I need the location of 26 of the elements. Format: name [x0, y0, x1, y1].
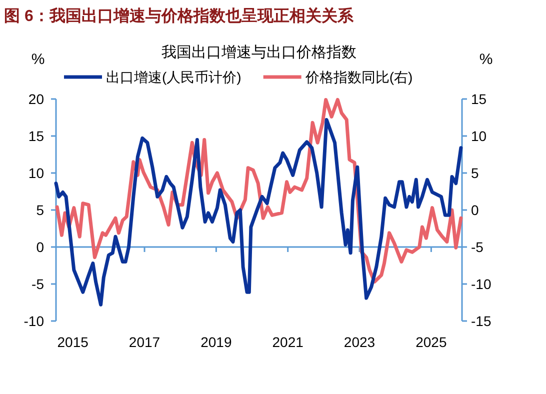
y2-tick-label: -5	[471, 239, 484, 255]
chart-title: 图 6：我国出口增速与价格指数也呈现正相关关系	[4, 7, 354, 25]
y-tick-label: 10	[28, 165, 44, 181]
x-tick-label: 2019	[200, 334, 232, 350]
legend-label: 价格指数同比(右)	[304, 69, 413, 85]
y-tick-label: -10	[24, 313, 44, 329]
y-tick-label: 20	[28, 91, 44, 107]
y-axis-title: %	[31, 51, 45, 68]
x-tick-label: 2015	[57, 334, 89, 350]
y2-tick-label: 0	[471, 202, 479, 218]
y2-tick-label: 10	[471, 128, 487, 144]
legend-label: 出口增速(人民币计价)	[106, 69, 242, 85]
x-tick-label: 2021	[272, 334, 304, 350]
x-tick-label: 2023	[344, 334, 376, 350]
y-tick-label: 5	[36, 202, 44, 218]
y-tick-label: 15	[28, 128, 44, 144]
chart-subtitle: 我国出口增速与出口价格指数	[162, 44, 356, 61]
y2-tick-label: -10	[471, 276, 492, 292]
y-tick-label: 0	[36, 239, 44, 255]
y2-tick-label: -15	[471, 313, 492, 329]
y2-tick-label: 5	[471, 165, 479, 181]
x-tick-label: 2025	[416, 334, 447, 350]
y-tick-label: -5	[32, 276, 44, 292]
x-tick-label: 2017	[128, 334, 160, 350]
y2-tick-label: 15	[471, 91, 487, 107]
y2-axis-title: %	[479, 51, 493, 68]
